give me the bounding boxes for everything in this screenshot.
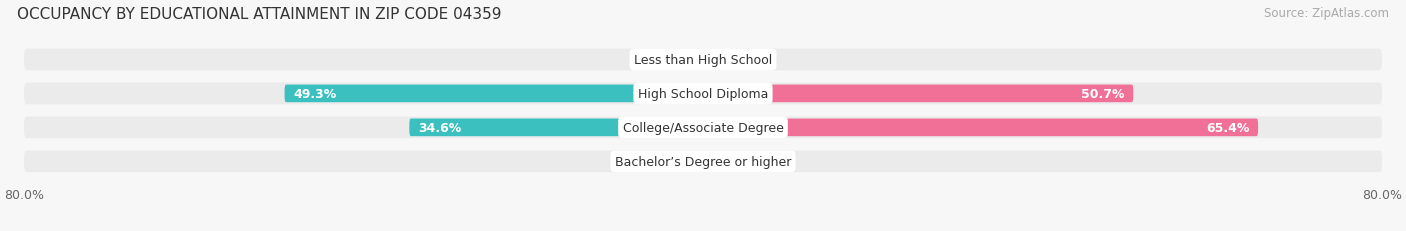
Text: 50.7%: 50.7% xyxy=(1081,88,1125,100)
FancyBboxPatch shape xyxy=(284,85,703,103)
Text: College/Associate Degree: College/Associate Degree xyxy=(623,121,783,134)
Text: 65.4%: 65.4% xyxy=(1206,121,1250,134)
FancyBboxPatch shape xyxy=(24,49,1382,71)
FancyBboxPatch shape xyxy=(703,85,1133,103)
Text: 0.0%: 0.0% xyxy=(634,155,666,168)
Text: Source: ZipAtlas.com: Source: ZipAtlas.com xyxy=(1264,7,1389,20)
Text: 0.0%: 0.0% xyxy=(634,54,666,67)
FancyBboxPatch shape xyxy=(673,51,703,69)
FancyBboxPatch shape xyxy=(24,83,1382,105)
Text: OCCUPANCY BY EDUCATIONAL ATTAINMENT IN ZIP CODE 04359: OCCUPANCY BY EDUCATIONAL ATTAINMENT IN Z… xyxy=(17,7,502,22)
Text: High School Diploma: High School Diploma xyxy=(638,88,768,100)
FancyBboxPatch shape xyxy=(703,51,733,69)
FancyBboxPatch shape xyxy=(703,119,1258,137)
FancyBboxPatch shape xyxy=(24,151,1382,172)
FancyBboxPatch shape xyxy=(409,119,703,137)
Text: 0.0%: 0.0% xyxy=(740,54,772,67)
Text: Bachelor’s Degree or higher: Bachelor’s Degree or higher xyxy=(614,155,792,168)
Text: 49.3%: 49.3% xyxy=(292,88,336,100)
FancyBboxPatch shape xyxy=(673,153,703,170)
Text: 34.6%: 34.6% xyxy=(418,121,461,134)
FancyBboxPatch shape xyxy=(24,117,1382,139)
Text: Less than High School: Less than High School xyxy=(634,54,772,67)
Text: 0.0%: 0.0% xyxy=(740,155,772,168)
FancyBboxPatch shape xyxy=(703,153,733,170)
